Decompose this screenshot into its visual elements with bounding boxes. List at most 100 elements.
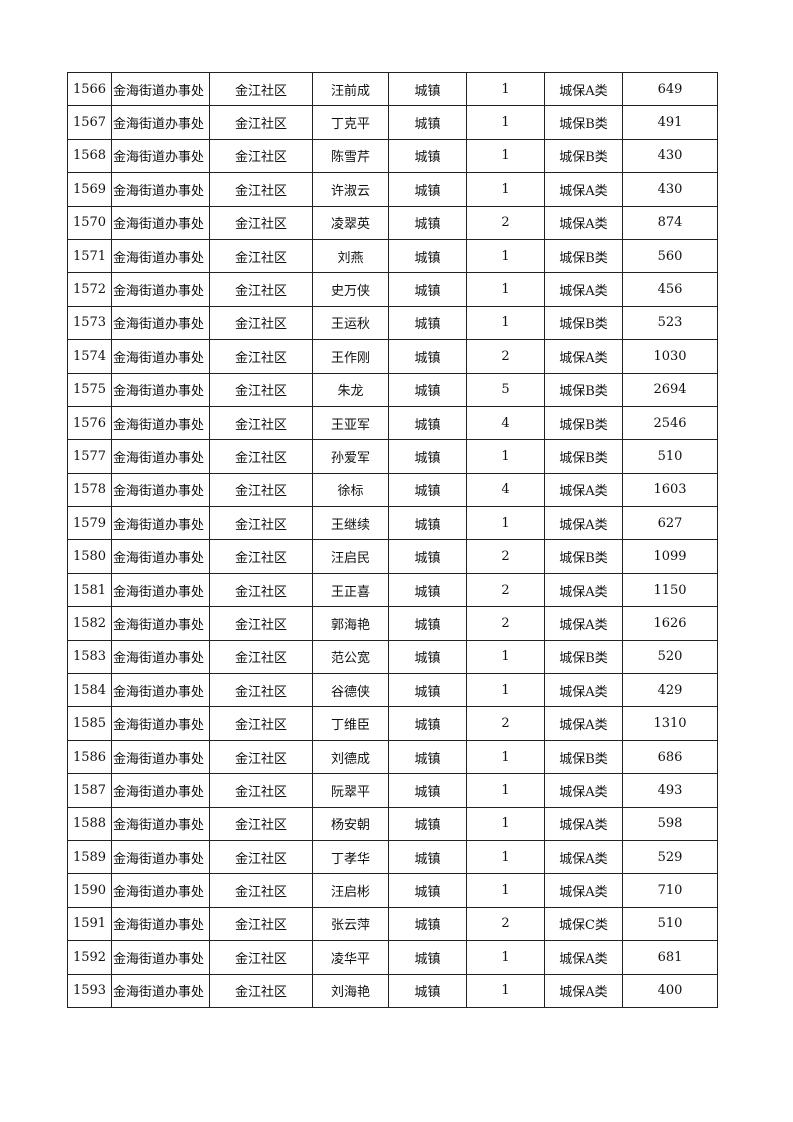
cell-id: 1576 [67, 405, 112, 441]
cell-name: 刘海艳 [312, 973, 389, 1008]
table-row: 1584 金海街道办事处 金江社区 谷德侠 城镇 1 城保A类 429 [67, 673, 718, 708]
cell-id: 1567 [67, 105, 112, 140]
cell-name: 丁克平 [312, 105, 389, 140]
cell-amount: 493 [622, 773, 718, 808]
cell-category: 城保A类 [544, 606, 623, 641]
cell-district: 金海街道办事处 [111, 940, 210, 975]
cell-community: 金江社区 [209, 606, 313, 641]
cell-count: 1 [466, 940, 545, 975]
cell-district: 金海街道办事处 [111, 873, 210, 908]
cell-count: 1 [466, 873, 545, 908]
cell-id: 1575 [67, 372, 112, 407]
cell-amount: 1030 [622, 339, 718, 374]
cell-area: 城镇 [388, 138, 467, 174]
cell-name: 孙爱军 [312, 439, 389, 474]
cell-name: 阮翠平 [312, 773, 389, 808]
cell-id: 1574 [67, 339, 112, 374]
cell-community: 金江社区 [209, 238, 313, 274]
cell-id: 1590 [67, 873, 112, 908]
cell-district: 金海街道办事处 [111, 71, 210, 107]
table-row: 1577 金海街道办事处 金江社区 孙爱军 城镇 1 城保B类 510 [67, 439, 718, 474]
cell-count: 2 [466, 339, 545, 374]
cell-id: 1592 [67, 940, 112, 975]
table-row: 1587 金海街道办事处 金江社区 阮翠平 城镇 1 城保A类 493 [67, 773, 718, 808]
cell-name: 丁维臣 [312, 706, 389, 741]
cell-community: 金江社区 [209, 506, 313, 541]
cell-amount: 510 [622, 439, 718, 474]
cell-id: 1572 [67, 272, 112, 307]
cell-amount: 491 [622, 105, 718, 140]
cell-area: 城镇 [388, 940, 467, 975]
table-row: 1593 金海街道办事处 金江社区 刘海艳 城镇 1 城保A类 400 [67, 973, 718, 1008]
cell-name: 范公宽 [312, 639, 389, 675]
cell-amount: 710 [622, 873, 718, 908]
cell-name: 刘燕 [312, 238, 389, 274]
cell-community: 金江社区 [209, 572, 313, 608]
cell-amount: 560 [622, 238, 718, 274]
cell-area: 城镇 [388, 773, 467, 808]
cell-area: 城镇 [388, 506, 467, 541]
cell-name: 刘德成 [312, 739, 389, 775]
cell-count: 1 [466, 439, 545, 474]
cell-district: 金海街道办事处 [111, 205, 210, 240]
table-row: 1588 金海街道办事处 金江社区 杨安朝 城镇 1 城保A类 598 [67, 806, 718, 841]
cell-category: 城保A类 [544, 940, 623, 975]
cell-amount: 686 [622, 739, 718, 775]
cell-category: 城保B类 [544, 138, 623, 174]
cell-name: 陈雪芹 [312, 138, 389, 174]
cell-name: 许淑云 [312, 172, 389, 207]
cell-count: 1 [466, 506, 545, 541]
cell-id: 1581 [67, 572, 112, 608]
cell-category: 城保A类 [544, 339, 623, 374]
cell-category: 城保B类 [544, 539, 623, 574]
cell-amount: 456 [622, 272, 718, 307]
cell-community: 金江社区 [209, 706, 313, 741]
cell-district: 金海街道办事处 [111, 906, 210, 942]
cell-amount: 1150 [622, 572, 718, 608]
cell-count: 5 [466, 372, 545, 407]
table-row: 1567 金海街道办事处 金江社区 丁克平 城镇 1 城保B类 491 [67, 105, 718, 140]
cell-category: 城保A类 [544, 706, 623, 741]
cell-area: 城镇 [388, 539, 467, 574]
table-row: 1591 金海街道办事处 金江社区 张云萍 城镇 2 城保C类 510 [67, 906, 718, 942]
cell-district: 金海街道办事处 [111, 739, 210, 775]
cell-count: 2 [466, 539, 545, 574]
cell-amount: 2694 [622, 372, 718, 407]
cell-count: 1 [466, 839, 545, 875]
cell-amount: 681 [622, 940, 718, 975]
table-row: 1585 金海街道办事处 金江社区 丁维臣 城镇 2 城保A类 1310 [67, 706, 718, 741]
table-row: 1578 金海街道办事处 金江社区 徐标 城镇 4 城保A类 1603 [67, 472, 718, 508]
cell-name: 凌翠英 [312, 205, 389, 240]
cell-area: 城镇 [388, 472, 467, 508]
cell-area: 城镇 [388, 172, 467, 207]
cell-category: 城保A类 [544, 673, 623, 708]
cell-name: 史万侠 [312, 272, 389, 307]
cell-category: 城保B类 [544, 439, 623, 474]
table-row: 1574 金海街道办事处 金江社区 王作刚 城镇 2 城保A类 1030 [67, 339, 718, 374]
cell-community: 金江社区 [209, 639, 313, 675]
table-row: 1580 金海街道办事处 金江社区 汪启民 城镇 2 城保B类 1099 [67, 539, 718, 574]
cell-district: 金海街道办事处 [111, 806, 210, 841]
cell-area: 城镇 [388, 639, 467, 675]
cell-area: 城镇 [388, 806, 467, 841]
cell-category: 城保B类 [544, 639, 623, 675]
cell-community: 金江社区 [209, 372, 313, 407]
table-row: 1576 金海街道办事处 金江社区 王亚军 城镇 4 城保B类 2546 [67, 405, 718, 441]
cell-id: 1588 [67, 806, 112, 841]
cell-district: 金海街道办事处 [111, 105, 210, 140]
cell-name: 王作刚 [312, 339, 389, 374]
cell-count: 1 [466, 71, 545, 107]
table-row: 1571 金海街道办事处 金江社区 刘燕 城镇 1 城保B类 560 [67, 238, 718, 274]
cell-amount: 1603 [622, 472, 718, 508]
cell-category: 城保A类 [544, 973, 623, 1008]
cell-id: 1568 [67, 138, 112, 174]
cell-amount: 1310 [622, 706, 718, 741]
table-body: 1566 金海街道办事处 金江社区 汪前成 城镇 1 城保A类 649 1567 金海街道办事处金… [67, 71, 718, 1008]
cell-id: 1577 [67, 439, 112, 474]
cell-name: 凌华平 [312, 940, 389, 975]
cell-community: 金江社区 [209, 172, 313, 207]
cell-id: 1566 [67, 71, 112, 107]
cell-area: 城镇 [388, 339, 467, 374]
cell-category: 城保A类 [544, 172, 623, 207]
cell-id: 1579 [67, 506, 112, 541]
